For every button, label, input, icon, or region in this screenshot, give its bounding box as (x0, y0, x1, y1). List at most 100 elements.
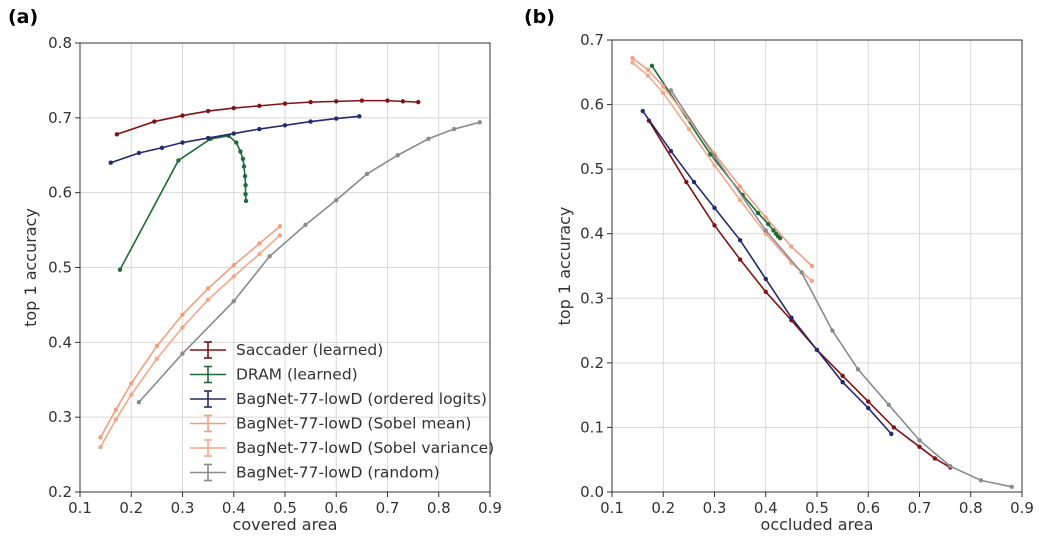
series-sobel_mean (98, 224, 283, 440)
data-point (282, 123, 288, 128)
data-point (771, 228, 776, 233)
data-point (282, 101, 288, 106)
legend-item: Saccader (learned) (190, 341, 383, 359)
data-point (303, 222, 308, 228)
y-tick-label: 0.6 (48, 184, 72, 202)
data-point (129, 381, 134, 386)
legend: Saccader (learned) DRAM (learned) BagNet-7… (190, 341, 494, 482)
data-point (799, 270, 804, 275)
x-tick-label: 0.3 (171, 499, 195, 517)
data-point (231, 131, 236, 136)
data-point (477, 120, 482, 125)
series-line (138, 121, 480, 403)
chart-a: 0.1 0.2 0.3 0.4 0.5 0.6 0.7 0.8 0.90.20.30.40.50… (21, 34, 502, 534)
series-line (642, 110, 892, 435)
y-axis-label: top 1 accuracy (21, 208, 40, 327)
data-point (243, 191, 248, 197)
data-point (686, 126, 692, 132)
data-point (98, 444, 103, 450)
data-point (136, 150, 142, 156)
data-point (114, 132, 120, 137)
series-sobel_var (98, 233, 283, 450)
y-tick-label: 0.2 (48, 483, 72, 501)
x-axis-label: occluded area (761, 515, 874, 534)
data-point (359, 98, 365, 103)
x-tick-label: 0.3 (703, 499, 727, 517)
data-point (777, 236, 783, 241)
data-point (395, 153, 400, 158)
data-point (180, 140, 185, 145)
series-random (668, 88, 1014, 490)
data-point (840, 373, 845, 378)
data-point (763, 228, 768, 233)
data-point (117, 267, 123, 272)
x-tick-label: 0.5 (805, 499, 829, 517)
y-tick-label: 0.4 (48, 333, 72, 351)
x-tick-label: 0.6 (856, 499, 880, 517)
data-point (889, 431, 894, 437)
x-tick-label: 0.4 (754, 499, 778, 517)
data-point (98, 435, 103, 440)
data-point (668, 148, 674, 154)
data-point (917, 438, 922, 443)
series-sobel_var (630, 60, 815, 284)
data-point (136, 400, 142, 405)
data-point (830, 328, 835, 333)
y-axis-label: top 1 accuracy (555, 207, 574, 326)
data-point (840, 380, 845, 385)
data-point (755, 210, 761, 216)
data-point (180, 113, 185, 118)
x-tick-label: 0.1 (68, 499, 92, 517)
data-point (712, 163, 717, 168)
data-point (257, 126, 262, 132)
data-point (257, 251, 262, 257)
data-point (277, 233, 283, 238)
data-point (357, 114, 362, 119)
data-point (712, 223, 717, 228)
data-point (231, 274, 236, 279)
data-point (866, 405, 871, 411)
series-line (648, 120, 951, 469)
y-tick-label: 0.5 (580, 160, 604, 178)
y-tick-label: 0.3 (48, 408, 72, 426)
data-point (917, 444, 922, 449)
data-point (108, 160, 113, 165)
data-point (426, 136, 431, 141)
data-point (180, 312, 185, 317)
chart-b: 0.1 0.2 0.3 0.4 0.5 0.6 0.7 0.8 0.90.00.10.20.30… (555, 31, 1034, 534)
data-point (267, 254, 272, 259)
data-point (176, 158, 181, 163)
grid (607, 39, 1023, 497)
data-point (630, 60, 635, 65)
data-point (205, 108, 211, 114)
data-point (257, 103, 262, 109)
data-point (277, 224, 283, 229)
data-point (814, 347, 820, 353)
data-point (712, 205, 717, 211)
data-point (708, 152, 713, 157)
data-point (866, 399, 871, 404)
data-point (978, 478, 984, 483)
data-point (668, 88, 674, 93)
data-point (630, 55, 635, 61)
data-point (416, 99, 421, 105)
data-point (932, 456, 938, 461)
series-ordered (640, 108, 894, 437)
legend-item: BagNet-77-lowD (random) (190, 464, 440, 482)
data-point (334, 116, 339, 121)
x-tick-label: 0.2 (651, 499, 675, 517)
data-point (241, 164, 247, 169)
legend-label: BagNet-77-lowD (random) (236, 464, 440, 482)
data-point (234, 140, 239, 145)
data-point (737, 237, 743, 243)
series-ordered (108, 114, 362, 165)
x-tick-label: 0.9 (1010, 499, 1034, 517)
data-point (231, 105, 236, 111)
data-point (238, 149, 243, 154)
legend-item: BagNet-77-lowD (Sobel mean) (190, 415, 471, 433)
data-point (712, 154, 717, 159)
y-tick-label: 0.1 (580, 418, 604, 436)
plot-frame (79, 42, 491, 493)
data-point (231, 263, 236, 268)
legend-item: BagNet-77-lowD (ordered logits) (190, 390, 487, 408)
